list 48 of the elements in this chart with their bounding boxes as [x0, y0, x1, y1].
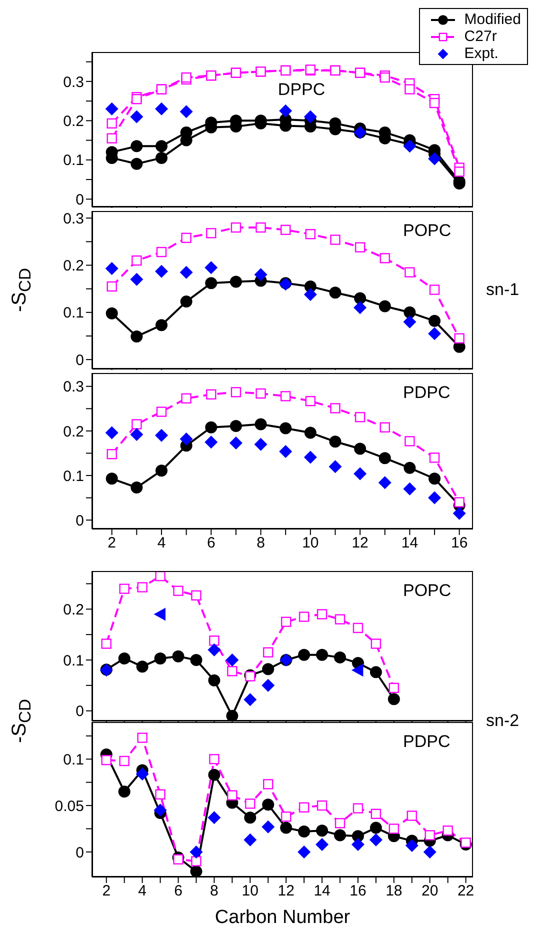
y-tick-label: 0 [76, 844, 84, 862]
x-tick-label: 2 [108, 534, 116, 552]
y-tick-label: 0.1 [63, 652, 84, 670]
x-tick-label: 18 [386, 882, 402, 900]
x-axis-title: Carbon Number [214, 907, 350, 929]
x-tick-label: 8 [210, 882, 218, 900]
x-tick-label: 22 [457, 882, 474, 900]
y-tick-label: 0.1 [63, 468, 84, 485]
x-tick-label: 2 [102, 882, 111, 900]
text: sn-1 [486, 280, 520, 300]
x-tick-label: 12 [278, 882, 294, 900]
x-tick-label: 4 [157, 534, 166, 552]
y-tick-label: 0.1 [63, 152, 84, 170]
y-tick-label: 0 [76, 703, 84, 720]
y-tick-label: 0.1 [63, 751, 84, 768]
legend-label: Modified [464, 11, 521, 28]
x-tick-label: 14 [401, 534, 418, 552]
text: POPC [403, 581, 452, 601]
x-tick-label: 10 [242, 882, 258, 900]
text: sn-2 [486, 711, 520, 731]
y-tick-label: 0.3 [63, 378, 84, 396]
text: PDPC [403, 383, 450, 403]
text: DPPC [278, 80, 326, 100]
y-tick-label: 0.2 [63, 601, 84, 618]
x-tick-label: 6 [206, 534, 216, 552]
x-tick-label: 10 [302, 534, 319, 552]
x-tick-label: 14 [314, 882, 330, 900]
legend-label: C27r [464, 28, 497, 45]
y-tick-label: 0.1 [63, 304, 84, 322]
text: POPC [403, 221, 452, 241]
y-tick-label: 0.2 [63, 423, 84, 440]
y-tick-label: 0.3 [63, 74, 84, 91]
x-tick-label: 16 [451, 534, 468, 552]
x-tick-label: 8 [256, 534, 265, 552]
y-tick-label: 0 [76, 352, 84, 369]
text: PDPC [403, 732, 450, 752]
y-tick-label: 0 [76, 191, 84, 208]
y-tick-label: 0.05 [54, 798, 84, 815]
y-tick-label: 0.2 [63, 112, 84, 130]
y-tick-label: 0 [76, 512, 84, 530]
y-tick-label: 0.3 [63, 210, 84, 228]
x-tick-label: 6 [174, 882, 182, 900]
x-tick-label: 20 [422, 882, 438, 900]
x-tick-label: 4 [138, 882, 146, 900]
y-tick-label: 0.2 [63, 258, 84, 275]
legend-label: Expt. [464, 45, 498, 62]
x-tick-label: 16 [350, 882, 366, 900]
x-tick-label: 12 [352, 534, 368, 552]
